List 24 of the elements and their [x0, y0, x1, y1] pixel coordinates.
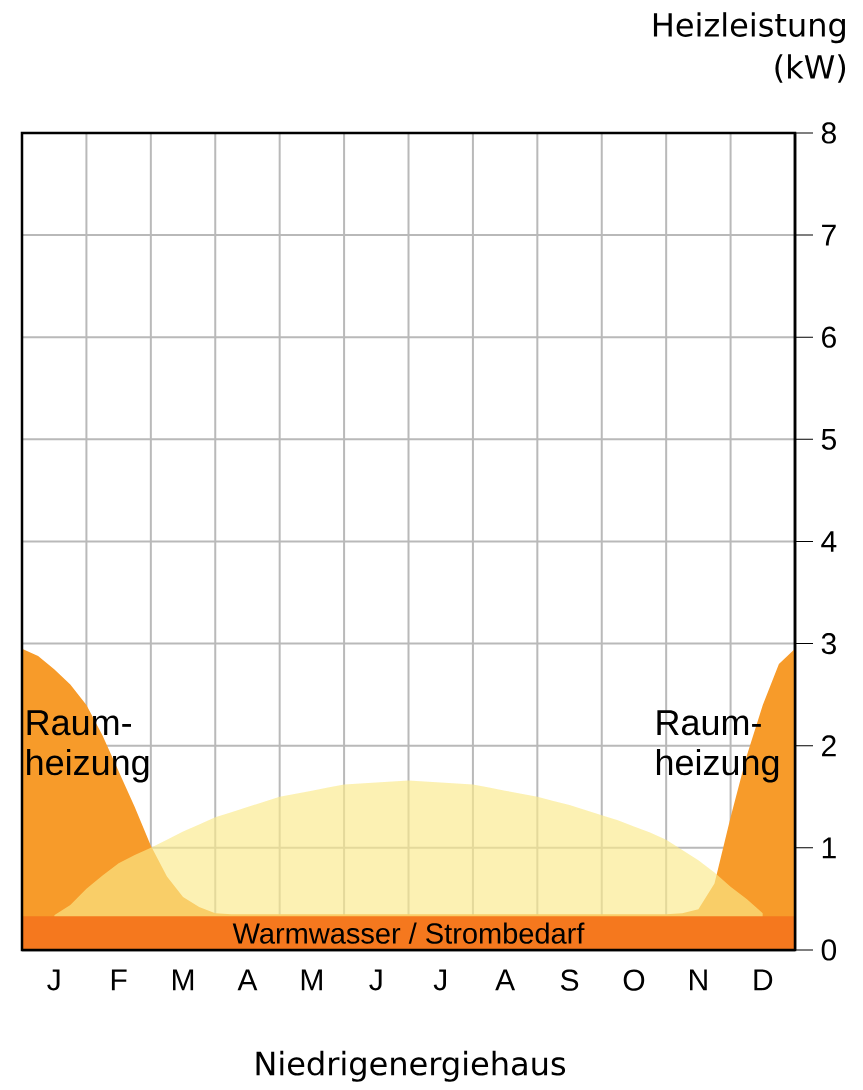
x-tick-label: J [433, 969, 446, 991]
x-axis-title: Niedrigenergiehaus [256, 1050, 566, 1082]
x-tick-label: F [111, 969, 127, 991]
x-tick-label: J [47, 969, 60, 991]
y-tick-label: 4 [821, 531, 837, 552]
x-tick-label: S [560, 969, 579, 991]
y-tick-label: 1 [822, 837, 836, 859]
x-tick-label: D [754, 969, 773, 991]
x-tick-label: A [237, 969, 258, 991]
y-tick-label: 3 [821, 633, 836, 655]
x-tick-label: M [301, 969, 322, 991]
y-tick-label: 5 [821, 428, 836, 450]
y-tick-label: 0 [821, 939, 837, 961]
x-tick-label: J [369, 969, 382, 991]
x-tick-label: A [495, 969, 516, 991]
y-axis-title: Heizleistung (kW) [653, 12, 846, 83]
y-tick-label: 7 [822, 224, 836, 246]
y-tick-label: 2 [822, 735, 836, 757]
series-label: Warmwasser / Strombedarf [232, 922, 585, 944]
y-tick-label: 8 [821, 122, 836, 144]
x-tick-label: M [173, 969, 194, 991]
x-tick-label: O [623, 969, 645, 991]
y-tick-label: 6 [822, 326, 836, 348]
x-tick-label: N [690, 969, 707, 991]
